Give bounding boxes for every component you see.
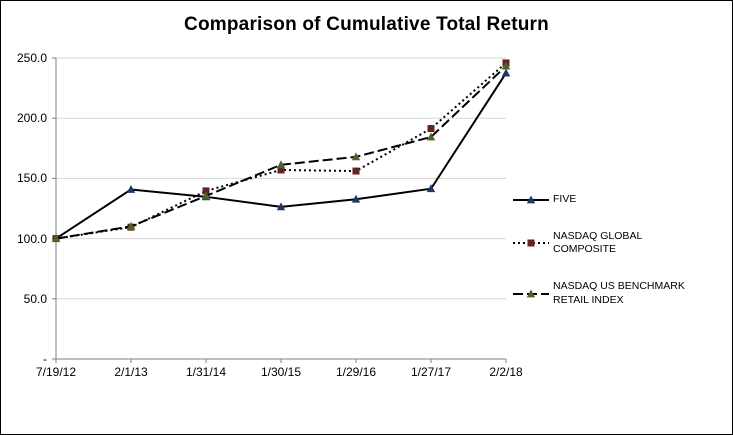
triangle-marker bbox=[276, 160, 286, 169]
legend-line-sample bbox=[513, 289, 549, 297]
series-nasdaq-us-benchmark-retail-index bbox=[51, 61, 511, 242]
chart-legend: FIVE NASDAQ GLOBAL COMPOSITE NASDAQ US BEN… bbox=[513, 193, 705, 307]
triangle-marker bbox=[501, 68, 511, 77]
y-tick-label: 250.0 bbox=[16, 51, 47, 65]
legend-item: NASDAQ GLOBAL COMPOSITE bbox=[513, 230, 705, 256]
series-nasdaq-global-composite bbox=[52, 59, 510, 243]
y-tick-label: 150.0 bbox=[16, 171, 47, 186]
y-tick-label: - bbox=[43, 352, 47, 366]
y-tick-label: 100.0 bbox=[16, 231, 47, 246]
y-axis-labels: - 50.0 100.0 150.0 200.0 250.0 bbox=[1, 1, 50, 434]
square-marker bbox=[202, 187, 210, 195]
x-tick-label: 2/1/13 bbox=[114, 365, 148, 379]
legend-line-sample bbox=[513, 195, 549, 203]
y-tick-label: 200.0 bbox=[16, 111, 47, 126]
triangle-marker bbox=[276, 202, 286, 211]
gridlines bbox=[56, 57, 506, 300]
triangle-marker bbox=[501, 61, 511, 70]
x-tick-label: 1/29/16 bbox=[335, 365, 377, 379]
square-marker bbox=[352, 167, 360, 175]
triangle-marker bbox=[126, 221, 136, 230]
triangle-marker bbox=[126, 184, 136, 193]
square-marker bbox=[427, 125, 435, 133]
legend-label: FIVE bbox=[553, 193, 577, 205]
legend-item: NASDAQ US BENCHMARK RETAIL INDEX bbox=[513, 280, 705, 306]
legend-line-sample bbox=[513, 239, 549, 247]
series-five bbox=[51, 68, 511, 242]
triangle-marker bbox=[426, 132, 436, 141]
x-tick-label: 1/27/17 bbox=[410, 365, 452, 379]
chart-title: Comparison of Cumulative Total Return bbox=[184, 14, 549, 35]
legend-label: NASDAQ US BENCHMARK RETAIL INDEX bbox=[553, 280, 685, 306]
x-tick-label: 2/2/18 bbox=[489, 365, 523, 379]
legend-item: FIVE bbox=[513, 193, 705, 206]
y-tick-label: 50.0 bbox=[23, 291, 47, 306]
triangle-marker bbox=[351, 152, 361, 161]
x-tick-label: 7/19/12 bbox=[35, 365, 77, 379]
x-tick-label: 1/30/15 bbox=[260, 365, 302, 379]
triangle-marker bbox=[351, 194, 361, 203]
triangle-marker bbox=[201, 191, 211, 200]
triangle-marker bbox=[426, 184, 436, 193]
triangle-marker bbox=[51, 234, 61, 242]
x-axis-labels: 7/19/12 2/1/13 1/31/14 1/30/15 1/29/16 1/27/1… bbox=[1, 365, 732, 383]
square-marker bbox=[277, 166, 285, 174]
x-tick-label: 1/31/14 bbox=[185, 365, 227, 379]
axes bbox=[52, 57, 507, 363]
legend-label: NASDAQ GLOBAL COMPOSITE bbox=[553, 230, 642, 256]
